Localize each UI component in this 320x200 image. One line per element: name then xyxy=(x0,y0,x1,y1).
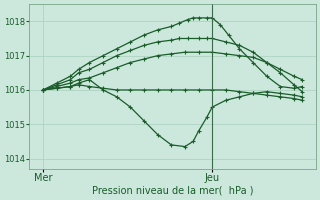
X-axis label: Pression niveau de la mer(  hPa ): Pression niveau de la mer( hPa ) xyxy=(92,186,253,196)
